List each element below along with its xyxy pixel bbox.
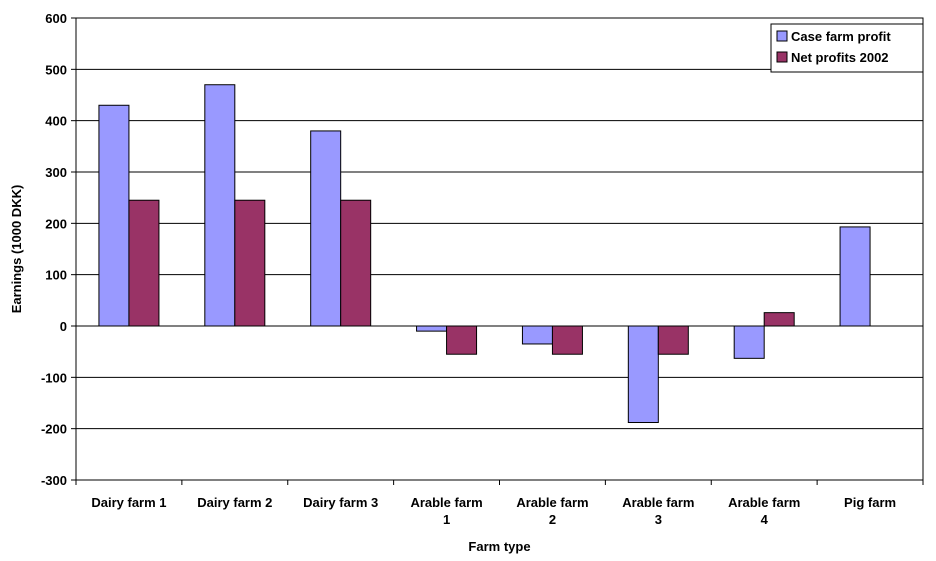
y-tick-label: -200 [41, 422, 67, 437]
bars [98, 84, 871, 424]
y-tick-label: 500 [45, 62, 67, 77]
x-tick-label: Dairy farm 2 [197, 495, 272, 510]
bar-net-profits-2002 [657, 325, 689, 355]
gridlines [76, 17, 923, 430]
bar-case-farm-profit [98, 104, 130, 327]
y-tick-label: 0 [60, 319, 67, 334]
legend-box [770, 23, 924, 73]
bar-net-profits-2002 [234, 199, 266, 327]
y-tick-label: 600 [45, 11, 67, 26]
bar-net-profits-2002 [340, 199, 372, 327]
x-tick-label: Dairy farm 3 [303, 495, 378, 510]
legend-label: Net profits 2002 [791, 50, 889, 65]
plot-frame [75, 17, 924, 481]
y-tick-label: 400 [45, 114, 67, 129]
x-tick-label: Arable farm 2 [516, 495, 588, 527]
x-tick-label: Arable farm 4 [728, 495, 800, 527]
bar-net-profits-2002 [551, 325, 583, 355]
bar-net-profits-2002 [446, 325, 478, 355]
bar-net-profits-2002 [128, 199, 160, 327]
legend-swatch [776, 30, 788, 42]
bar-case-farm-profit [627, 325, 659, 424]
y-tick-labels: -300 -200 -100 0 100 200 300 400 500 600 [41, 11, 76, 488]
x-tick-label: Arable farm 1 [410, 495, 482, 527]
bar-case-farm-profit [733, 325, 765, 359]
legend: Case farm profit Net profits 2002 [770, 23, 924, 73]
bar-case-farm-profit [521, 325, 553, 345]
y-tick-label: 200 [45, 216, 67, 231]
y-tick-label: 300 [45, 165, 67, 180]
y-tick-label: -300 [41, 473, 67, 488]
bar-net-profits-2002 [763, 312, 795, 327]
x-tick-label: Pig farm [844, 495, 896, 510]
bar-case-farm-profit [204, 84, 236, 327]
y-tick-label: -100 [41, 370, 67, 385]
bar-case-farm-profit [839, 226, 871, 327]
y-axis-title: Earnings (1000 DKK) [9, 185, 24, 314]
bar-case-farm-profit [310, 130, 342, 327]
legend-swatch [776, 51, 788, 63]
x-tick-label: Arable farm 3 [622, 495, 694, 527]
bar-case-farm-profit [416, 325, 448, 332]
x-tick-label: Dairy farm 1 [91, 495, 166, 510]
y-tick-label: 100 [45, 268, 67, 283]
x-axis-title: Farm type [468, 539, 530, 554]
x-tick-labels: Dairy farm 1 Dairy farm 2 Dairy farm 3 Arab… [91, 495, 896, 527]
axes [75, 17, 924, 485]
legend-label: Case farm profit [791, 29, 891, 44]
